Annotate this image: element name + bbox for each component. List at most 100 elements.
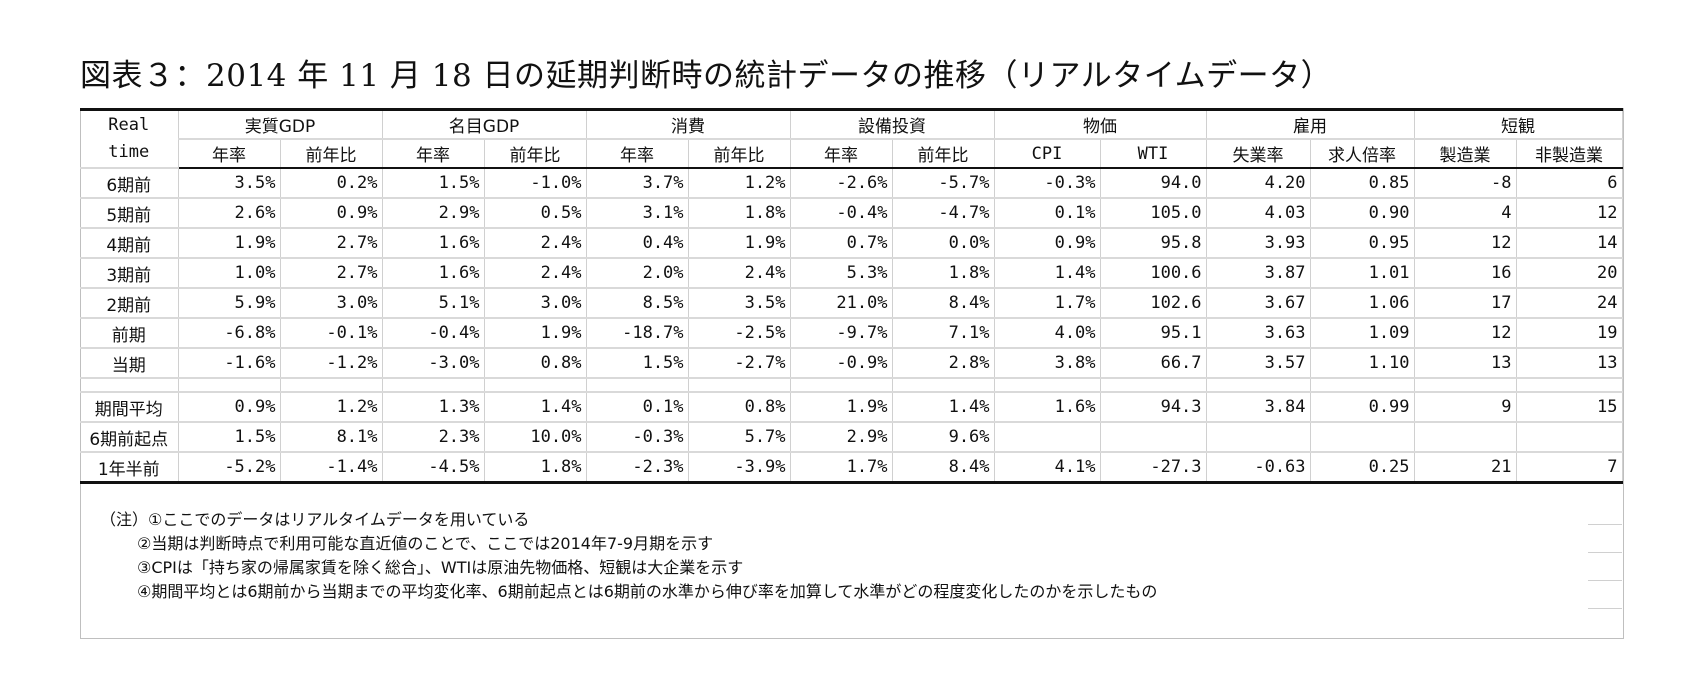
table-body: 6期前 3.5% 0.2% 1.5% -1.0% 3.7% 1.2% -2.6% -5.7% -0… [80,168,1623,484]
table-cell: -1.6% [178,348,281,379]
grid-stub [1588,552,1622,553]
table-cell: 13 [1414,348,1517,379]
row-label: 5期前 [80,198,179,229]
table-cell: 0.9% [178,392,281,423]
table-cell: 12 [1414,228,1517,259]
table-cell: -8 [1414,168,1517,199]
table-cell: 20 [1516,258,1623,289]
group-header-capex: 設備投資 [790,108,995,140]
table-cell: 5.1% [382,288,485,319]
table-cell: 2.7% [280,258,383,289]
statistics-table: Real time 実質GDP 名目GDP 消費 設備投資 物価 雇用 短観 年… [80,108,1623,484]
table-cell: 1.5% [178,422,281,453]
table-cell: 2.9% [790,422,893,453]
table-cell: -2.5% [688,318,791,349]
table-cell: -3.9% [688,452,791,484]
table-cell: -3.0% [382,348,485,379]
table-cell: 1.9% [484,318,587,349]
table-cell: 4 [1414,198,1517,229]
table-cell: 95.8 [1100,228,1207,259]
table-cell: 1.0% [178,258,281,289]
note-1: （注）①ここでのデータはリアルタイムデータを用いている [100,510,530,529]
table-row: 2期前 5.9% 3.0% 5.1% 3.0% 8.5% 3.5% 21.0% 8.4% 1.7%… [80,288,1623,319]
spacer-cell [80,378,179,393]
table-cell: -1.2% [280,348,383,379]
table-cell [994,422,1101,453]
subheader: CPI [994,139,1101,169]
subheader: 失業率 [1206,139,1311,169]
table-cell: 0.25 [1310,452,1415,484]
table-cell: 2.7% [280,228,383,259]
subheader: 求人倍率 [1310,139,1415,169]
table-cell: -2.7% [688,348,791,379]
table-cell: 4.20 [1206,168,1311,199]
subheader: 製造業 [1414,139,1517,169]
grid-stub [1588,608,1622,609]
table-cell: 0.1% [586,392,689,423]
table-row: 当期 -1.6% -1.2% -3.0% 0.8% 1.5% -2.7% -0.9% 2.8% 3… [80,348,1623,379]
spacer-cell [688,378,791,393]
table-cell: 2.4% [688,258,791,289]
table-cell: 0.9% [994,228,1101,259]
table-cell [1516,422,1623,453]
table-cell: 16 [1414,258,1517,289]
table-cell: -9.7% [790,318,893,349]
note-3: ③CPIは「持ち家の帰属家賃を除く総合」、WTIは原油先物価格、短観は大企業を示… [137,558,744,577]
table-cell: 0.8% [484,348,587,379]
table-cell: 8.1% [280,422,383,453]
table-cell: 12 [1516,198,1623,229]
table-cell: -18.7% [586,318,689,349]
subheader: WTI [1100,139,1207,169]
table-cell: -5.2% [178,452,281,484]
table-cell: 94.0 [1100,168,1207,199]
row-label: 2期前 [80,288,179,319]
table-cell: -2.6% [790,168,893,199]
group-header-employment: 雇用 [1206,108,1415,140]
spacer-row [80,378,1623,393]
table-cell: 3.0% [280,288,383,319]
table-cell: 1.6% [382,258,485,289]
table-cell: 66.7 [1100,348,1207,379]
table-cell: 1.4% [892,392,995,423]
table-cell [1310,422,1415,453]
table-cell: 94.3 [1100,392,1207,423]
spacer-cell [280,378,383,393]
table-cell: 19 [1516,318,1623,349]
subheader: 年率 [790,139,893,169]
row-label: 当期 [80,348,179,379]
table-row: 3期前 1.0% 2.7% 1.6% 2.4% 2.0% 2.4% 5.3% 1.8% 1.4% 1… [80,258,1623,289]
table-cell: -4.5% [382,452,485,484]
table-cell: 9.6% [892,422,995,453]
table-cell: 3.1% [586,198,689,229]
table-cell: 1.9% [688,228,791,259]
subheader: 前年比 [484,139,587,169]
grid-stub [1588,580,1622,581]
spacer-cell [994,378,1101,393]
table-cell: 8.5% [586,288,689,319]
table-cell: 102.6 [1100,288,1207,319]
table-cell: -4.7% [892,198,995,229]
table-cell: 1.10 [1310,348,1415,379]
header-real-time-line1: Real [108,115,150,135]
spacer-cell [484,378,587,393]
summary-row: 6期前起点 1.5% 8.1% 2.3% 10.0% -0.3% 5.7% 2.9% 9.6% [80,422,1623,453]
table-cell: 1.5% [586,348,689,379]
table-cell [1100,422,1207,453]
table-cell: 5.3% [790,258,893,289]
table-cell: -1.4% [280,452,383,484]
table-cell: 0.95 [1310,228,1415,259]
table-cell: 0.90 [1310,198,1415,229]
table-cell: 3.93 [1206,228,1311,259]
table-cell: -27.3 [1100,452,1207,484]
group-header-nominal-gdp: 名目GDP [382,108,587,140]
table-cell: 0.85 [1310,168,1415,199]
table-cell: -5.7% [892,168,995,199]
table-cell [1414,422,1517,453]
subheader: 年率 [382,139,485,169]
header-real-time: Real time [80,108,179,169]
table-cell: 5.9% [178,288,281,319]
table-row: 4期前 1.9% 2.7% 1.6% 2.4% 0.4% 1.9% 0.7% 0.0% 0.9% 9… [80,228,1623,259]
row-label: 3期前 [80,258,179,289]
table-cell: 1.6% [994,392,1101,423]
summary-row: 1年半前 -5.2% -1.4% -4.5% 1.8% -2.3% -3.9% 1.7% 8.4… [80,452,1623,484]
